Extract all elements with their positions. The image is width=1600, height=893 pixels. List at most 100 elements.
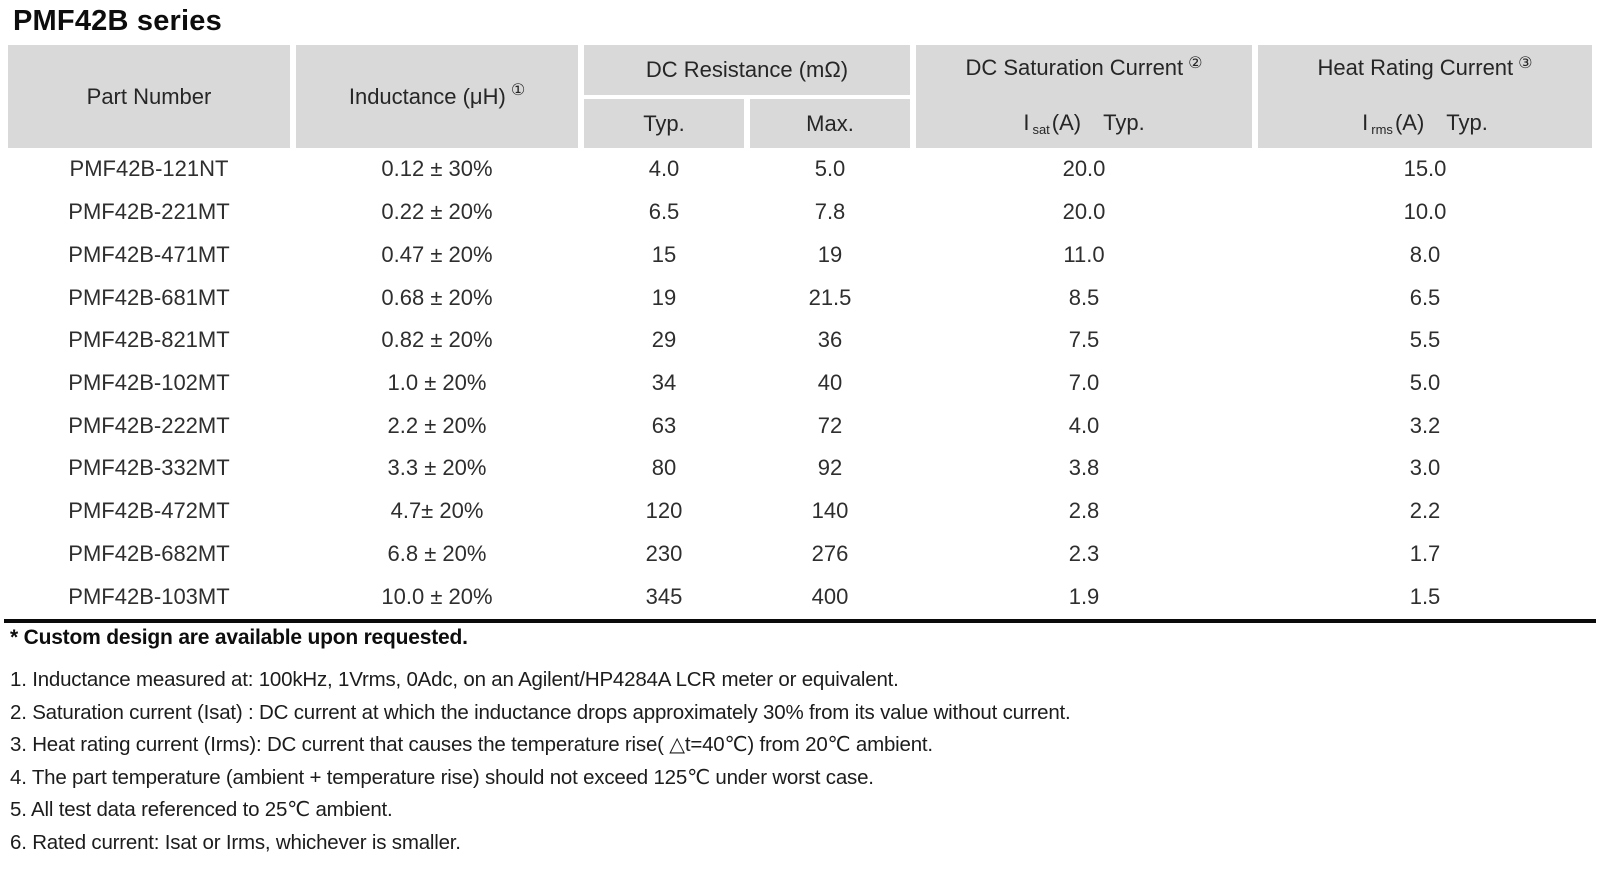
header-heat-rating-title: Heat Rating Current ③ <box>1318 55 1533 81</box>
isat-symbol: I <box>1023 110 1030 135</box>
cell-isat-typ: 3.8 <box>1068 455 1100 481</box>
cell-isat-typ: 7.5 <box>1068 327 1100 353</box>
note-ref-1-icon: ① <box>510 81 526 99</box>
irms-subscript: rms <box>1371 122 1393 137</box>
header-inductance: Inductance (μH) ① <box>296 45 578 148</box>
table-row: PMF42B-472MT 4.7± 20% 120 140 2.8 2.2 <box>8 490 1592 533</box>
irms-symbol: I <box>1362 110 1369 135</box>
note-ref-2-icon: ② <box>1188 55 1203 72</box>
custom-design-note: * Custom design are available upon reque… <box>10 626 468 649</box>
cell-rdc-max: 276 <box>811 540 849 566</box>
header-heat-rating-label: Heat Rating Current <box>1317 55 1514 80</box>
cell-rdc-max: 5.0 <box>814 156 846 182</box>
note-item: 6. Rated current: Isat or Irms, whicheve… <box>10 830 461 854</box>
note-item: 4. The part temperature (ambient + tempe… <box>10 765 874 789</box>
divider-rule <box>4 619 1596 623</box>
notes-section: * Custom design are available upon reque… <box>10 626 1570 860</box>
cell-inductance: 3.3 ± 20% <box>387 455 487 481</box>
header-dc-saturation-label: DC Saturation Current <box>965 55 1184 80</box>
note-item: 5. All test data referenced to 25℃ ambie… <box>10 798 393 822</box>
cell-irms-typ: 5.5 <box>1409 327 1441 353</box>
note-item: 3. Heat rating current (Irms): DC curren… <box>10 733 933 757</box>
header-part-number-label: Part Number <box>86 83 212 109</box>
table-row: PMF42B-681MT 0.68 ± 20% 19 21.5 8.5 6.5 <box>8 276 1592 319</box>
irms-qualifier: Typ. <box>1446 110 1488 135</box>
table-header: Part Number Inductance (μH) ① DC Resista… <box>8 45 1592 148</box>
header-dc-saturation: DC Saturation Current ② I sat (A) Typ. <box>916 45 1252 148</box>
header-part-number: Part Number <box>8 45 290 148</box>
cell-rdc-typ: 6.5 <box>648 199 680 225</box>
table-row: PMF42B-682MT 6.8 ± 20% 230 276 2.3 1.7 <box>8 532 1592 575</box>
note-item: 1. Inductance measured at: 100kHz, 1Vrms… <box>10 668 899 691</box>
isat-qualifier: Typ. <box>1103 110 1145 135</box>
header-rdc-typ: Typ. <box>584 99 744 148</box>
cell-irms-typ: 3.2 <box>1409 412 1441 438</box>
cell-inductance: 0.82 ± 20% <box>381 327 493 353</box>
isat-unit: (A) <box>1051 110 1082 135</box>
cell-rdc-typ: 345 <box>645 583 683 609</box>
cell-inductance: 0.12 ± 30% <box>381 156 493 182</box>
cell-irms-typ: 8.0 <box>1409 241 1441 267</box>
cell-inductance: 0.47 ± 20% <box>381 241 493 267</box>
cell-irms-typ: 1.5 <box>1409 583 1441 609</box>
cell-isat-typ: 11.0 <box>1063 241 1105 267</box>
cell-irms-typ: 2.2 <box>1409 498 1441 524</box>
cell-isat-typ: 1.9 <box>1068 583 1100 609</box>
header-isat-sub: I sat (A) Typ. <box>1023 110 1145 137</box>
cell-isat-typ: 20.0 <box>1062 156 1106 182</box>
cell-irms-typ: 1.7 <box>1409 540 1441 566</box>
table-row: PMF42B-102MT 1.0 ± 20% 34 40 7.0 5.0 <box>8 362 1592 405</box>
cell-part-number: PMF42B-472MT <box>68 498 230 524</box>
header-irms-sub: I rms (A) Typ. <box>1362 110 1488 137</box>
cell-part-number: PMF42B-103MT <box>68 583 230 609</box>
cell-isat-typ: 7.0 <box>1068 369 1100 395</box>
cell-inductance: 0.68 ± 20% <box>381 284 493 310</box>
table-row: PMF42B-332MT 3.3 ± 20% 80 92 3.8 3.0 <box>8 447 1592 490</box>
cell-part-number: PMF42B-471MT <box>68 241 230 267</box>
cell-isat-typ: 4.0 <box>1068 412 1100 438</box>
header-dc-resistance-label: DC Resistance (mΩ) <box>645 57 849 82</box>
header-rdc-max: Max. <box>750 99 910 148</box>
cell-rdc-typ: 63 <box>651 412 677 438</box>
table-row: PMF42B-221MT 0.22 ± 20% 6.5 7.8 20.0 10.… <box>8 191 1592 234</box>
note-item: 2. Saturation current (Isat) : DC curren… <box>10 700 1071 724</box>
cell-isat-typ: 2.3 <box>1068 540 1100 566</box>
cell-part-number: PMF42B-102MT <box>68 369 230 395</box>
cell-part-number: PMF42B-682MT <box>68 540 230 566</box>
spec-table: Part Number Inductance (μH) ① DC Resista… <box>8 45 1592 618</box>
cell-rdc-typ: 19 <box>651 284 677 310</box>
cell-rdc-typ: 230 <box>645 540 683 566</box>
cell-rdc-typ: 4.0 <box>648 156 680 182</box>
table-row: PMF42B-103MT 10.0 ± 20% 345 400 1.9 1.5 <box>8 575 1592 618</box>
table-body: PMF42B-121NT 0.12 ± 30% 4.0 5.0 20.0 15.… <box>8 148 1592 618</box>
cell-rdc-max: 36 <box>817 327 843 353</box>
table-row: PMF42B-222MT 2.2 ± 20% 63 72 4.0 3.2 <box>8 404 1592 447</box>
cell-part-number: PMF42B-332MT <box>68 455 230 481</box>
isat-subscript: sat <box>1032 122 1050 137</box>
note-ref-3-icon: ③ <box>1518 55 1533 72</box>
cell-rdc-max: 40 <box>817 369 843 395</box>
cell-irms-typ: 6.5 <box>1409 284 1441 310</box>
cell-inductance: 2.2 ± 20% <box>387 412 487 438</box>
header-dc-saturation-title: DC Saturation Current ② <box>966 55 1203 81</box>
cell-rdc-max: 21.5 <box>808 284 852 310</box>
header-rdc-typ-label: Typ. <box>643 110 685 136</box>
cell-irms-typ: 15.0 <box>1403 156 1447 182</box>
cell-rdc-max: 400 <box>811 583 849 609</box>
page-title: PMF42B series <box>13 5 222 37</box>
cell-irms-typ: 5.0 <box>1409 369 1441 395</box>
cell-irms-typ: 3.0 <box>1409 455 1441 481</box>
cell-rdc-typ: 80 <box>651 455 677 481</box>
cell-rdc-max: 72 <box>817 412 843 438</box>
cell-rdc-max: 140 <box>811 498 849 524</box>
header-heat-rating: Heat Rating Current ③ I rms (A) Typ. <box>1258 45 1592 148</box>
header-rdc-max-label: Max. <box>806 110 854 136</box>
cell-isat-typ: 8.5 <box>1068 284 1100 310</box>
cell-isat-typ: 20.0 <box>1062 199 1106 225</box>
cell-irms-typ: 10.0 <box>1403 199 1447 225</box>
cell-inductance: 10.0 ± 20% <box>381 583 493 609</box>
cell-part-number: PMF42B-121NT <box>69 156 229 182</box>
cell-rdc-typ: 15 <box>651 241 677 267</box>
cell-rdc-max: 19 <box>817 241 843 267</box>
cell-part-number: PMF42B-681MT <box>68 284 230 310</box>
